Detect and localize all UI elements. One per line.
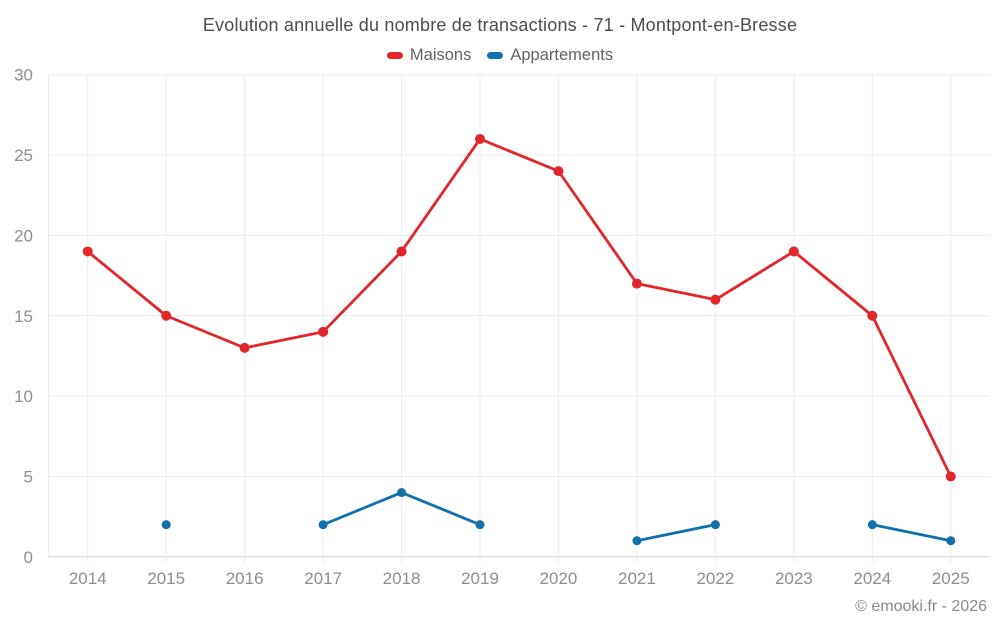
series-point-maisons [631,278,642,289]
series-point-maisons [945,471,956,482]
series-point-maisons [396,246,407,257]
y-axis-tick-label: 25 [14,146,33,165]
legend-label-appartements: Appartements [510,45,614,64]
series-point-appartements [161,520,171,530]
series-line-maisons [86,137,953,478]
series-point-appartements [318,520,328,530]
legend-swatch-maisons-icon [386,51,403,59]
chart-title: Evolution annuelle du nombre de transact… [202,15,798,35]
x-axis-tick-label: 2025 [932,569,970,588]
series-point-appartements [710,520,720,530]
x-axis-tick-label: 2021 [618,569,656,588]
series-point-appartements [632,536,642,546]
x-axis-tick-label: 2016 [226,569,264,588]
x-axis-tick-label: 2017 [304,569,342,588]
series-point-maisons [161,310,172,321]
legend-swatch-appartements-icon [487,51,504,59]
series-point-maisons [788,246,799,257]
series-point-appartements [475,520,485,530]
series-point-appartements [946,536,956,546]
series-point-maisons [318,326,329,337]
series-point-appartements [397,488,407,498]
series-point-maisons [867,310,878,321]
legend-item-appartements[interactable]: Appartements [487,46,613,65]
y-axis-tick-label: 15 [14,307,33,326]
x-axis-tick-label: 2024 [853,569,891,588]
series-line-appartements [870,523,953,543]
x-axis-tick-label: 2022 [696,569,734,588]
copyright-credit: © emooki.fr - 2026 [855,598,987,615]
legend-item-maisons[interactable]: Maisons [386,45,472,65]
legend-label-maisons: Maisons [409,45,472,64]
chart-legend: Maisons Appartements [0,44,1000,66]
series-line-appartements [635,523,717,543]
series-point-maisons [710,294,721,305]
series-point-maisons [239,342,250,353]
x-axis-tick-label: 2014 [69,569,107,588]
y-axis-tick-label: 0 [24,548,33,567]
y-axis-tick-label: 20 [14,226,33,245]
x-axis-tick-label: 2015 [147,569,185,588]
x-axis-tick-label: 2020 [540,569,578,588]
series-point-appartements [867,520,877,530]
series-point-maisons [553,166,564,177]
y-axis-tick-label: 5 [24,467,33,486]
series-point-maisons [475,133,486,144]
x-axis-tick-label: 2018 [383,569,421,588]
x-axis-tick-label: 2023 [775,569,813,588]
y-axis-tick-label: 30 [14,66,33,85]
y-axis-tick-label: 10 [14,387,33,406]
x-axis-tick-label: 2019 [461,569,499,588]
series-point-maisons [82,246,93,257]
